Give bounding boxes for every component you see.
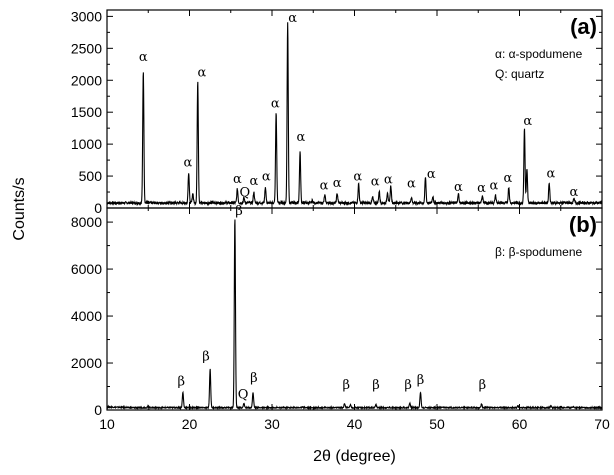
y-tick-label: 3000 (71, 8, 102, 24)
peak-label: α (477, 181, 486, 196)
peak-label: β (404, 378, 412, 393)
legend-entry: Q: quartz (495, 67, 544, 81)
x-tick-label: 30 (264, 416, 280, 432)
peak-label: α (353, 170, 362, 185)
y-tick-label: 0 (94, 200, 102, 216)
y-tick-label: 1000 (71, 136, 102, 152)
peak-label: α (233, 172, 242, 187)
peak-label: β (479, 378, 487, 393)
peak-label: α (490, 178, 499, 193)
peak-label: β (177, 374, 185, 389)
peak-label: β (235, 204, 243, 219)
peak-label: α (320, 178, 329, 193)
peak-label: α (384, 173, 393, 188)
xrd-pattern-line-1 (106, 219, 603, 411)
x-tick-label: 70 (594, 416, 610, 432)
peak-label: Q (239, 186, 250, 201)
panel-label: (a) (570, 14, 597, 39)
legend-entry: β: β-spodumene (495, 245, 583, 259)
peak-label: α (570, 185, 579, 200)
legend-entry: α: α-spodumene (495, 47, 583, 61)
peak-label: α (407, 177, 416, 192)
peak-label: α (139, 50, 148, 65)
y-tick-label: 0 (94, 402, 102, 418)
peak-label: α (371, 175, 380, 190)
peak-label: α (249, 174, 258, 189)
peak-label: α (523, 114, 532, 129)
x-tick-label: 40 (347, 416, 363, 432)
peak-label: α (288, 11, 297, 26)
y-tick-label: 2000 (71, 355, 102, 371)
peak-label: α (197, 65, 206, 80)
y-tick-label: 8000 (71, 214, 102, 230)
y-axis-title: Counts/s (11, 177, 28, 240)
y-tick-label: 500 (79, 168, 103, 184)
peak-label: β (202, 350, 210, 365)
x-tick-label: 20 (182, 416, 198, 432)
peak-label: α (271, 97, 280, 112)
peak-label: α (546, 166, 555, 181)
peak-label: β (372, 378, 380, 393)
shared-axes: 10 20 30 40 50 60 70 2θ (degree) Counts/s (11, 177, 610, 465)
y-tick-label: 4000 (71, 308, 102, 324)
x-tick-label: 60 (512, 416, 528, 432)
xrd-pattern-line-0 (106, 22, 603, 207)
peak-label: α (333, 176, 342, 191)
peak-label: α (454, 180, 463, 195)
peak-label: Q (238, 387, 249, 402)
x-tick-label: 50 (429, 416, 445, 432)
peak-label: β (342, 378, 350, 393)
peak-label: β (417, 373, 425, 388)
peak-label: α (427, 167, 436, 182)
y-tick-label: 1500 (71, 104, 102, 120)
x-tick-label: 10 (99, 416, 115, 432)
peak-label: α (504, 171, 513, 186)
peak-label: β (250, 371, 258, 386)
peak-label: α (183, 155, 192, 170)
peak-label: α (262, 170, 271, 185)
y-tick-label: 2500 (71, 40, 102, 56)
y-tick-label: 6000 (71, 261, 102, 277)
x-axis-title: 2θ (degree) (313, 448, 396, 465)
panel-label: (b) (569, 212, 597, 237)
y-tick-label: 2000 (71, 72, 102, 88)
peak-label: α (296, 130, 305, 145)
